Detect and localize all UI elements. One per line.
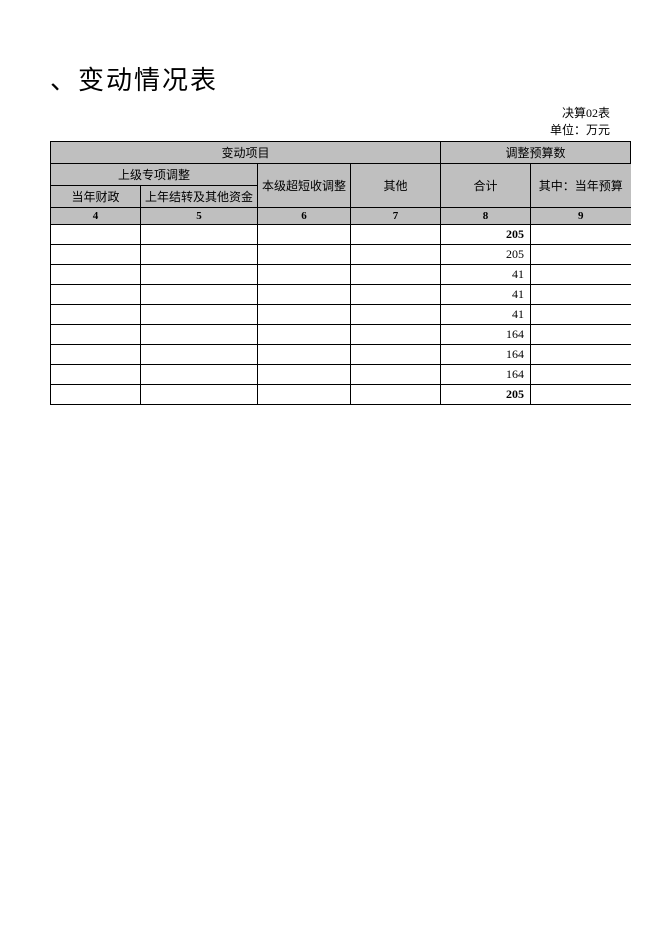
cell-c4 <box>51 224 141 244</box>
colnum-6: 6 <box>258 207 351 224</box>
cell-c5 <box>141 224 258 244</box>
table-row: 205 <box>51 244 631 264</box>
cell-c5 <box>141 244 258 264</box>
hdr-col9: 其中：当年预算 <box>531 163 631 207</box>
cell-c6 <box>258 324 351 344</box>
table-row: 41 <box>51 264 631 284</box>
cell-c9 <box>531 384 631 404</box>
cell-c8: 41 <box>441 264 531 284</box>
cell-c9 <box>531 264 631 284</box>
table-row: 164 <box>51 344 631 364</box>
cell-c6 <box>258 304 351 324</box>
hdr-group-changes: 变动项目 <box>51 141 441 163</box>
cell-c6 <box>258 384 351 404</box>
cell-c8: 164 <box>441 344 531 364</box>
cell-c4 <box>51 244 141 264</box>
table-row: 164 <box>51 364 631 384</box>
cell-c8: 164 <box>441 364 531 384</box>
hdr-sub-upper: 上级专项调整 <box>51 163 258 185</box>
cell-c5 <box>141 304 258 324</box>
cell-c9 <box>531 304 631 324</box>
cell-c9 <box>531 324 631 344</box>
hdr-group-adjust: 调整预算数 <box>441 141 631 163</box>
cell-c7 <box>351 264 441 284</box>
cell-c7 <box>351 244 441 264</box>
cell-c4 <box>51 304 141 324</box>
cell-c7 <box>351 384 441 404</box>
colnum-4: 4 <box>51 207 141 224</box>
cell-c5 <box>141 384 258 404</box>
colnum-9: 9 <box>531 207 631 224</box>
cell-c5 <box>141 264 258 284</box>
cell-c4 <box>51 384 141 404</box>
table-row: 205 <box>51 384 631 404</box>
cell-c4 <box>51 284 141 304</box>
meta-block: 决算02表 单位：万元 <box>50 105 610 139</box>
cell-c6 <box>258 364 351 384</box>
cell-c4 <box>51 324 141 344</box>
cell-c8: 205 <box>441 384 531 404</box>
cell-c7 <box>351 224 441 244</box>
cell-c6 <box>258 344 351 364</box>
cell-c9 <box>531 344 631 364</box>
cell-c9 <box>531 284 631 304</box>
cell-c6 <box>258 264 351 284</box>
cell-c6 <box>258 224 351 244</box>
page-title: 、变动情况表 <box>50 60 662 97</box>
cell-c4 <box>51 264 141 284</box>
colnum-5: 5 <box>141 207 258 224</box>
cell-c7 <box>351 304 441 324</box>
colnum-7: 7 <box>351 207 441 224</box>
table-body: 205205414141164164164205 <box>51 224 631 404</box>
cell-c7 <box>351 324 441 344</box>
cell-c5 <box>141 324 258 344</box>
cell-c5 <box>141 344 258 364</box>
table-row: 41 <box>51 304 631 324</box>
cell-c8: 205 <box>441 224 531 244</box>
cell-c9 <box>531 244 631 264</box>
meta-line-2: 单位：万元 <box>50 122 610 139</box>
cell-c9 <box>531 224 631 244</box>
cell-c6 <box>258 284 351 304</box>
meta-line-1: 决算02表 <box>50 105 610 122</box>
hdr-col5: 上年结转及其他资金 <box>141 185 258 207</box>
cell-c8: 205 <box>441 244 531 264</box>
cell-c4 <box>51 364 141 384</box>
hdr-col8: 合计 <box>441 163 531 207</box>
cell-c8: 164 <box>441 324 531 344</box>
hdr-col6: 本级超短收调整 <box>258 163 351 207</box>
cell-c5 <box>141 284 258 304</box>
cell-c9 <box>531 364 631 384</box>
hdr-col7: 其他 <box>351 163 441 207</box>
table-row: 41 <box>51 284 631 304</box>
changes-table: 变动项目 调整预算数 上级专项调整 本级超短收调整 其他 合计 其中：当年预算 … <box>50 141 631 405</box>
cell-c7 <box>351 284 441 304</box>
cell-c4 <box>51 344 141 364</box>
cell-c6 <box>258 244 351 264</box>
colnum-8: 8 <box>441 207 531 224</box>
cell-c5 <box>141 364 258 384</box>
cell-c8: 41 <box>441 284 531 304</box>
hdr-col4: 当年财政 <box>51 185 141 207</box>
cell-c7 <box>351 344 441 364</box>
cell-c7 <box>351 364 441 384</box>
table-row: 164 <box>51 324 631 344</box>
cell-c8: 41 <box>441 304 531 324</box>
table-row: 205 <box>51 224 631 244</box>
